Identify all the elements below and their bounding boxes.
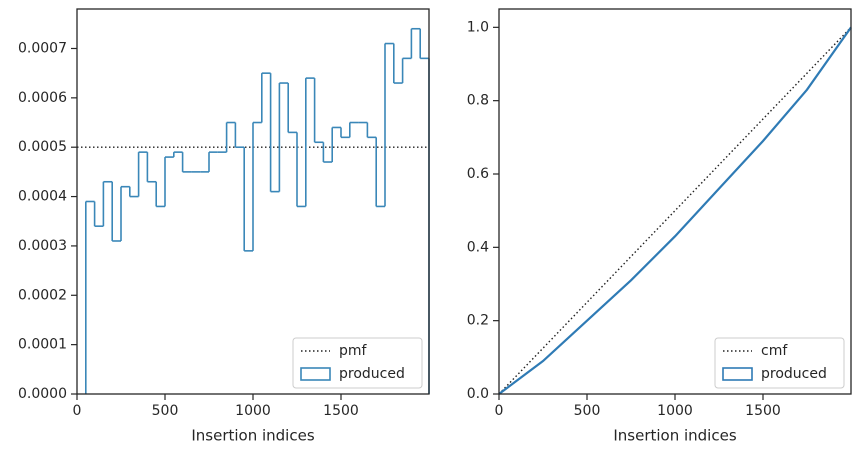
x-axis-label: Insertion indices bbox=[613, 427, 736, 445]
y-tick-label: 0.0007 bbox=[18, 40, 67, 56]
y-tick-label: 0.0001 bbox=[18, 337, 67, 353]
y-tick-label: 0.0002 bbox=[18, 287, 67, 303]
x-tick-label: 500 bbox=[152, 403, 179, 419]
y-tick-label: 0.8 bbox=[467, 93, 489, 109]
y-tick-label: 0.0004 bbox=[18, 189, 67, 205]
legend-swatch bbox=[300, 367, 331, 381]
y-tick-label: 0.0000 bbox=[18, 386, 67, 402]
y-tick-label: 0.0003 bbox=[18, 238, 67, 254]
x-tick-label: 0 bbox=[495, 403, 504, 419]
legend-swatch bbox=[722, 367, 753, 381]
y-tick-label: 0.4 bbox=[467, 239, 489, 255]
legend-label: produced bbox=[339, 366, 405, 382]
x-tick-label: 1000 bbox=[657, 403, 693, 419]
x-tick-label: 1500 bbox=[745, 403, 781, 419]
y-tick-label: 0.2 bbox=[467, 313, 489, 329]
series-line bbox=[498, 26, 852, 395]
series-line bbox=[498, 26, 852, 395]
x-tick-label: 1500 bbox=[323, 403, 359, 419]
legend-label: cmf bbox=[761, 343, 788, 359]
axes-frame bbox=[498, 8, 852, 395]
y-tick-label: 0.0005 bbox=[18, 139, 67, 155]
axes-frame bbox=[76, 8, 430, 395]
y-tick-label: 1.0 bbox=[467, 19, 489, 35]
legend-label: produced bbox=[761, 366, 827, 382]
x-tick-label: 0 bbox=[73, 403, 82, 419]
x-tick-label: 500 bbox=[574, 403, 601, 419]
legend-label: pmf bbox=[339, 343, 368, 359]
x-axis-label: Insertion indices bbox=[191, 427, 314, 445]
x-tick-label: 1000 bbox=[235, 403, 271, 419]
y-tick-label: 0.0006 bbox=[18, 90, 67, 106]
y-tick-label: 0.6 bbox=[467, 166, 489, 182]
y-tick-label: 0.0 bbox=[467, 386, 489, 402]
